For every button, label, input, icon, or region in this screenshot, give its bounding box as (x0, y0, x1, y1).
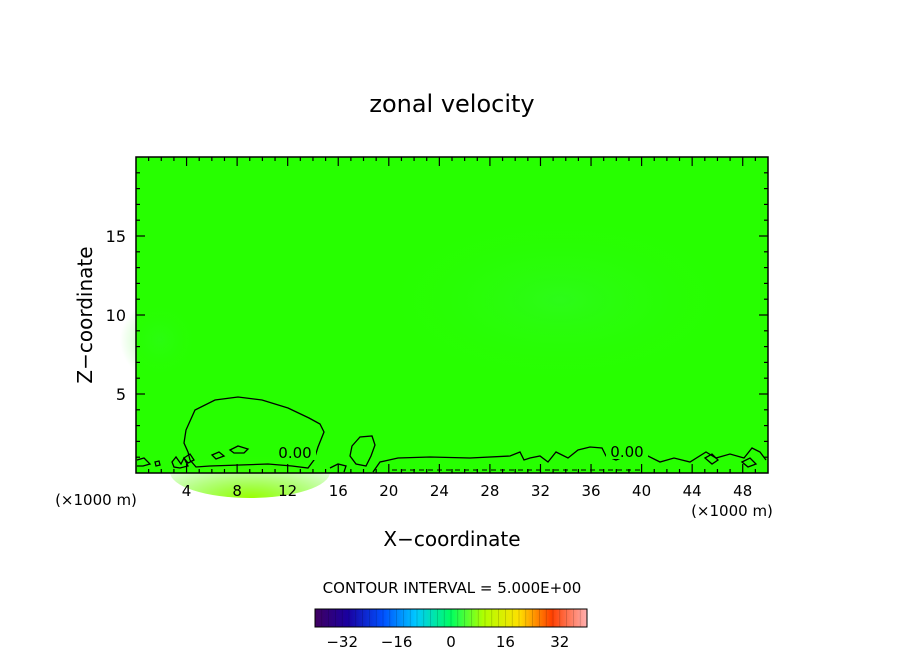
colorbar-tick-label: −32 (326, 633, 358, 651)
field-shade-left (120, 300, 200, 380)
colorbar-tick-label: −16 (381, 633, 413, 651)
x-tick-label: 36 (581, 482, 600, 500)
contour-label-bg-2 (606, 443, 648, 459)
contour-wiggle-left (171, 455, 189, 469)
x-tick-label: 32 (531, 482, 550, 500)
x-tick-label: 20 (379, 482, 398, 500)
x-tick-label: 40 (632, 482, 651, 500)
x-tick-labels: 4 8 12 16 20 24 28 32 36 40 44 48 (182, 482, 752, 500)
x-tick-label: 48 (733, 482, 752, 500)
contour-label-bg-1 (274, 444, 316, 460)
contour-small-blob-3 (183, 453, 195, 464)
colorbar-stripes (321, 609, 581, 627)
contour-label-2: 0.00 (610, 443, 643, 461)
y-tick-label: 5 (116, 385, 126, 404)
colorbar-frame (314, 608, 588, 628)
y-axis-label: Z−coordinate (73, 246, 97, 383)
contour-small-blob-2 (210, 451, 226, 460)
y-tick-label: 15 (106, 227, 126, 246)
contour-small-blob-1 (228, 445, 250, 454)
contour-main-lobe (183, 396, 325, 469)
contour-left-edge (136, 457, 152, 467)
plot-area: 0.00 0.00 (120, 156, 769, 498)
contour-long-surface (372, 446, 767, 473)
x-tick-label: 12 (278, 482, 297, 500)
contour-right-blob (703, 453, 720, 465)
contour-interval-label: CONTOUR INTERVAL = 5.000E+00 (323, 579, 582, 597)
y-tick-label: 10 (106, 306, 126, 325)
colorbar-tick-labels: −32 −16 0 16 32 (326, 633, 569, 651)
contour-label-1: 0.00 (278, 444, 311, 462)
x-axis-label: X−coordinate (383, 527, 520, 551)
colorbar-tick-label: 0 (446, 633, 456, 651)
colorbar: −32 −16 0 16 32 (314, 608, 588, 651)
contour-small-middle (329, 463, 347, 473)
y-tick-labels: 5 10 15 (106, 227, 126, 404)
colorbar-tick-label: 16 (496, 633, 515, 651)
x-tick-label: 4 (182, 482, 192, 500)
zero-contours (136, 396, 767, 473)
x-tick-label: 44 (683, 482, 702, 500)
x-unit-label-right: (×1000 m) (691, 502, 773, 520)
colorbar-tick-label: 32 (550, 633, 569, 651)
x-unit-label-left: (×1000 m) (55, 491, 137, 509)
chart-title: zonal velocity (369, 90, 534, 118)
colorbar-gradient (315, 609, 587, 627)
x-tick-label: 8 (232, 482, 242, 500)
axis-ticks (136, 157, 768, 473)
contour-right-blob-2 (740, 457, 758, 468)
field-shade-upper-right (370, 210, 750, 390)
x-tick-label: 16 (329, 482, 348, 500)
contour-left-dot (154, 460, 161, 467)
x-tick-label: 24 (430, 482, 449, 500)
x-tick-label: 28 (480, 482, 499, 500)
contour-middle-blob (349, 435, 376, 467)
